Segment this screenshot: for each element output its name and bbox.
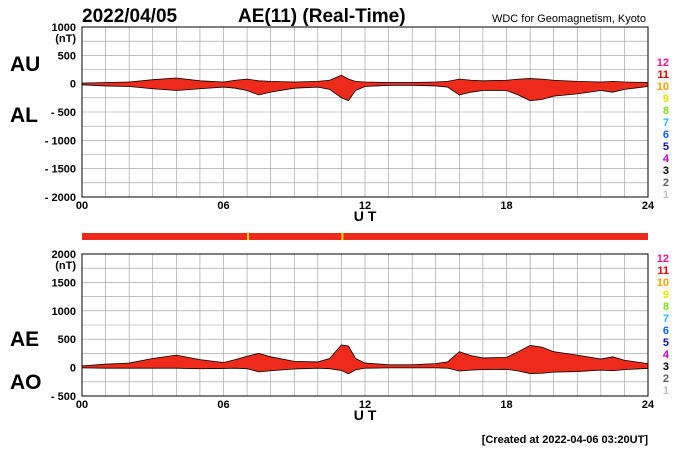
legend-station-count: 12 [657, 57, 669, 69]
ao-line [81, 367, 649, 375]
legend-station-count: 10 [657, 277, 669, 289]
ae-ao-panel: 2000 1500 1000 500 0 - 500 00 06 12 18 24 (nT) AE… [10, 249, 655, 423]
legend-station-count: 8 [663, 105, 669, 117]
legend-station-count: 10 [657, 81, 669, 93]
y-tick-label: 1000 [52, 306, 76, 318]
y-tick-label: 500 [58, 50, 76, 62]
au-line [81, 74, 649, 84]
al-line [81, 84, 649, 102]
x-tick-label: 00 [76, 399, 88, 411]
y-tick-label: - 1000 [45, 135, 76, 147]
legend-station-count: 3 [663, 361, 669, 373]
legend-station-count: 1 [663, 385, 669, 397]
x-tick-label: 24 [642, 200, 655, 212]
legend-station-count: 4 [663, 349, 670, 361]
al-label: AL [10, 104, 38, 127]
legend-station-count: 9 [663, 93, 669, 105]
legend-station-count: 11 [657, 69, 669, 81]
y-tick-label: - 1500 [45, 164, 76, 176]
ao-label: AO [10, 371, 42, 394]
legend-station-count: 4 [663, 153, 670, 165]
x-tick-label: 12 [359, 200, 371, 212]
legend-station-count: 2 [663, 177, 669, 189]
legend-station-count: 5 [663, 337, 669, 349]
x-tick-label: 24 [642, 399, 655, 411]
chart-date: 2022/04/05 [82, 6, 178, 27]
legend-station-count: 12 [657, 253, 669, 265]
ae-ao-frame [81, 253, 649, 397]
x-tick-label: 12 [359, 399, 371, 411]
y-tick-label: - 500 [51, 391, 76, 403]
legend-station-count: 7 [663, 117, 669, 129]
y-tick-label: 0 [70, 363, 76, 375]
y-tick-label: 2000 [52, 249, 76, 261]
legend-station-count: 6 [663, 325, 669, 337]
legend-station-count: 6 [663, 129, 669, 141]
legend-station-count: 5 [663, 141, 669, 153]
created-timestamp: [Created at 2022-04-06 03:20UT] [482, 434, 649, 446]
legend-station-count: 1 [663, 189, 669, 201]
legend-station-count: 11 [657, 265, 669, 277]
chart-source: WDC for Geomagnetism, Kyoto [492, 13, 646, 25]
ae-line [81, 344, 649, 367]
au-al-panel: 1000 500 0 - 500 - 1000 - 1500 - 2000 00 06 12 18… [10, 22, 655, 224]
x-tick-label: 18 [500, 399, 512, 411]
x-tick-label: 18 [500, 200, 512, 212]
y-tick-label: - 500 [51, 107, 76, 119]
au-al-frame [81, 26, 649, 198]
legend-station-count: 2 [663, 373, 669, 385]
ae-ao-unit-label: (nT) [55, 260, 76, 272]
chart-title: AE(11) (Real-Time) [238, 6, 406, 27]
au-label: AU [10, 53, 40, 76]
x-tick-label: 06 [217, 399, 229, 411]
legend-station-count: 8 [663, 301, 669, 313]
status-mark [341, 233, 344, 240]
y-tick-label: 1500 [52, 277, 76, 289]
au-al-x-axis-label: U T [354, 208, 377, 224]
y-tick-label: - 2000 [45, 192, 76, 204]
legend-station-count: 9 [663, 289, 669, 301]
ae-ao-x-axis-label: U T [354, 407, 377, 423]
y-tick-label: 500 [58, 334, 76, 346]
au-al-area [82, 75, 648, 101]
legend-station-count: 7 [663, 313, 669, 325]
legend-station-count: 3 [663, 165, 669, 177]
status-bar [82, 233, 648, 240]
ae-ao-area [82, 344, 648, 374]
status-mark [247, 233, 250, 240]
y-tick-label: 0 [70, 79, 76, 91]
x-tick-label: 06 [217, 200, 229, 212]
y-tick-label: 1000 [52, 22, 76, 34]
au-al-unit-label: (nT) [55, 33, 76, 45]
x-tick-label: 00 [76, 200, 88, 212]
status-bar-fill [82, 233, 648, 240]
ae-label: AE [10, 328, 39, 351]
